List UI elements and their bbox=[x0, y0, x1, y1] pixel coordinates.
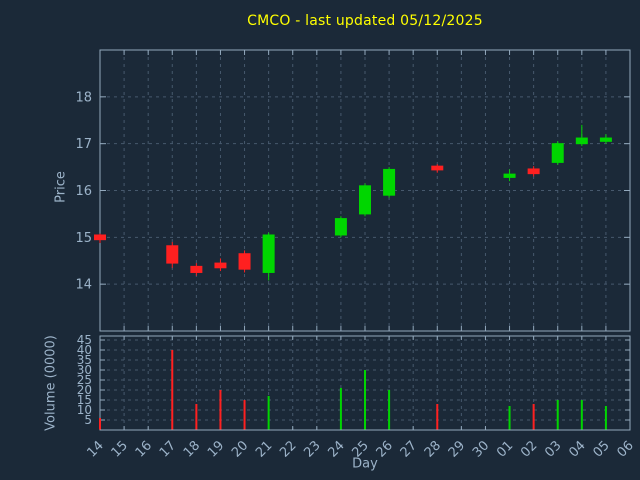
tick-marks bbox=[99, 50, 631, 430]
svg-text:30: 30 bbox=[470, 438, 492, 460]
svg-text:06: 06 bbox=[615, 438, 637, 460]
candle-body bbox=[262, 234, 275, 273]
svg-text:14: 14 bbox=[85, 438, 107, 460]
svg-text:18: 18 bbox=[75, 90, 92, 105]
candle-body bbox=[527, 168, 540, 175]
candle-body bbox=[238, 253, 251, 270]
svg-text:45: 45 bbox=[77, 333, 92, 347]
svg-text:02: 02 bbox=[518, 438, 540, 460]
svg-text:26: 26 bbox=[374, 438, 396, 460]
svg-text:17: 17 bbox=[75, 137, 92, 152]
svg-text:10: 10 bbox=[77, 403, 92, 417]
candle-body bbox=[551, 143, 564, 163]
svg-text:15: 15 bbox=[77, 393, 92, 407]
svg-text:27: 27 bbox=[398, 438, 420, 460]
svg-text:35: 35 bbox=[77, 353, 92, 367]
candle-body bbox=[431, 165, 444, 171]
candle-body bbox=[334, 218, 347, 236]
svg-text:15: 15 bbox=[75, 231, 92, 246]
candle-body bbox=[94, 234, 106, 241]
svg-text:20: 20 bbox=[229, 438, 251, 460]
candle-body bbox=[575, 137, 588, 145]
svg-text:21: 21 bbox=[253, 438, 275, 460]
candle-body bbox=[599, 137, 612, 142]
candle-body bbox=[214, 262, 227, 269]
svg-text:5: 5 bbox=[84, 413, 92, 427]
svg-text:16: 16 bbox=[75, 184, 92, 199]
candle-body bbox=[190, 265, 203, 273]
svg-text:25: 25 bbox=[77, 373, 92, 387]
svg-text:30: 30 bbox=[77, 363, 92, 377]
svg-text:15: 15 bbox=[109, 438, 131, 460]
svg-text:19: 19 bbox=[205, 438, 227, 460]
svg-text:14: 14 bbox=[75, 278, 92, 293]
svg-text:23: 23 bbox=[301, 438, 323, 460]
svg-text:22: 22 bbox=[277, 438, 299, 460]
candle-body bbox=[383, 168, 396, 196]
candle-body bbox=[166, 245, 179, 264]
candle-body bbox=[359, 185, 371, 215]
volume-bars bbox=[99, 350, 607, 430]
svg-text:01: 01 bbox=[494, 438, 516, 460]
chart-title: CMCO - last updated 05/12/2025 bbox=[247, 13, 483, 29]
svg-text:20: 20 bbox=[77, 383, 92, 397]
svg-text:28: 28 bbox=[422, 438, 444, 460]
svg-text:40: 40 bbox=[77, 343, 92, 357]
candle-body bbox=[503, 173, 516, 178]
svg-text:18: 18 bbox=[181, 438, 203, 460]
x-axis-label: Day bbox=[352, 456, 378, 472]
svg-text:04: 04 bbox=[566, 438, 588, 460]
candles bbox=[94, 124, 612, 281]
svg-text:24: 24 bbox=[325, 438, 347, 460]
svg-text:16: 16 bbox=[133, 438, 155, 460]
svg-text:29: 29 bbox=[446, 438, 468, 460]
svg-text:03: 03 bbox=[542, 438, 564, 460]
svg-text:17: 17 bbox=[157, 438, 179, 460]
svg-text:05: 05 bbox=[590, 438, 612, 460]
svg-text:25: 25 bbox=[350, 438, 372, 460]
